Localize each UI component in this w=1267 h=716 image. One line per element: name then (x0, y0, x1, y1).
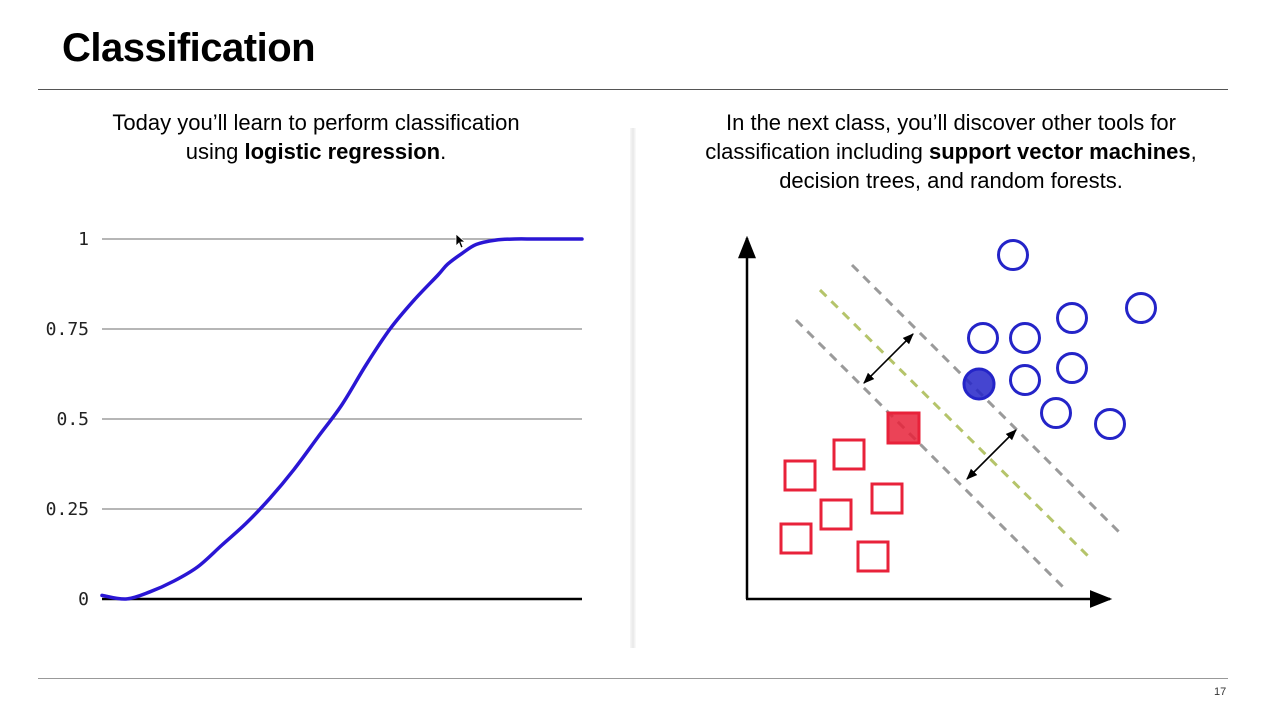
margin-width-arrow (966, 429, 1017, 480)
margin-width-arrow (863, 333, 914, 384)
footer-divider (38, 678, 1228, 679)
title-divider (38, 89, 1228, 90)
class-circle-point (1094, 408, 1126, 440)
class-square-point (832, 438, 866, 471)
right-intro-emphasis: support vector machines (929, 139, 1191, 164)
support-vector-circle (962, 367, 996, 401)
y-tick-label: 0.25 (46, 499, 89, 520)
class-square-point (779, 522, 813, 555)
class-circle-point (1040, 397, 1072, 429)
right-intro-line3: decision trees, and random forests. (779, 168, 1123, 193)
svm-diagram (738, 235, 1157, 608)
class-square-point (819, 498, 853, 531)
class-circle-point (997, 239, 1029, 271)
left-intro-emphasis: logistic regression (244, 139, 441, 164)
left-intro-line2-pre: using (185, 139, 245, 164)
class-circle-point (1056, 352, 1088, 384)
logistic-regression-intro: Today you’ll learn to perform classifica… (40, 108, 592, 166)
svm-intro: In the next class, you’ll discover other… (660, 108, 1242, 195)
left-intro-line1: Today you’ll learn to perform classifica… (112, 110, 520, 135)
class-circle-point (1009, 322, 1041, 354)
logistic-curve (100, 237, 584, 601)
class-circle-point (1125, 292, 1157, 324)
column-divider (630, 128, 636, 648)
mouse-cursor-icon (455, 233, 467, 249)
class-square-point (783, 459, 817, 492)
logistic-curve-chart: 0 0.25 0.5 0.75 1 (46, 229, 584, 610)
svm-decision-boundary (818, 288, 1092, 560)
y-tick-label: 0 (78, 589, 89, 610)
class-circle-point (1056, 302, 1088, 334)
left-intro-line2-post: . (440, 139, 447, 164)
class-square-point (870, 482, 904, 515)
right-intro-line1: In the next class, you’ll discover other… (726, 110, 1176, 135)
right-intro-line2-post: , (1190, 139, 1197, 164)
support-vector-square (886, 411, 921, 445)
class-square-point (856, 540, 890, 573)
class-circle-point (1009, 364, 1041, 396)
y-tick-label: 0.75 (46, 319, 89, 340)
svm-margin-line-lower (794, 318, 1066, 590)
class-circle-point (967, 322, 999, 354)
right-intro-line2-pre: classification including (705, 139, 929, 164)
page-number: 17 (1214, 686, 1227, 698)
y-tick-label: 0.5 (56, 409, 89, 430)
y-tick-label: 1 (78, 229, 89, 250)
slide-title: Classification (62, 26, 316, 70)
